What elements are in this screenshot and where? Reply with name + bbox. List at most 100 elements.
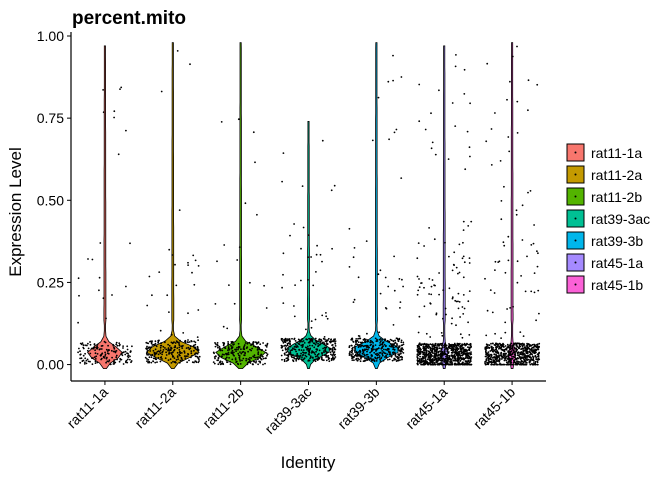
jitter-point: [162, 345, 165, 348]
jitter-point: [507, 363, 510, 366]
jitter-point: [469, 363, 472, 366]
jitter-point: [333, 351, 336, 353]
jitter-point: [443, 352, 446, 355]
jitter-point: [467, 360, 470, 363]
jitter-point: [378, 355, 381, 357]
jitter-point: [243, 354, 246, 356]
jitter-point: [446, 350, 449, 353]
jitter-point: [242, 348, 245, 350]
jitter-point: [399, 350, 402, 352]
jitter-point: [458, 271, 461, 274]
jitter-point: [225, 356, 228, 359]
jitter-point: [320, 339, 323, 342]
jitter-point: [362, 355, 365, 358]
jitter-point: [310, 338, 312, 341]
jitter-point: [458, 243, 461, 246]
jitter-point: [334, 340, 337, 342]
y-tick-label: 0.50: [37, 192, 64, 208]
jitter-point: [435, 355, 438, 357]
jitter-point: [484, 277, 486, 280]
jitter-point: [325, 312, 327, 314]
jitter-point: [447, 352, 450, 354]
violin-rat11-1a: [87, 45, 123, 369]
jitter-point: [298, 340, 301, 343]
jitter-point: [176, 351, 179, 354]
jitter-point: [434, 352, 436, 355]
jitter-point: [197, 339, 200, 342]
jitter-point: [401, 344, 404, 347]
jitter-point: [171, 353, 173, 355]
jitter-point: [445, 313, 447, 316]
jitter-point: [324, 344, 327, 347]
jitter-point: [78, 347, 80, 350]
jitter-point: [223, 244, 226, 246]
jitter-point: [106, 352, 109, 355]
jitter-point: [452, 347, 455, 349]
jitter-point: [383, 348, 385, 351]
jitter-point: [381, 353, 384, 355]
jitter-point: [453, 345, 456, 348]
jitter-point: [392, 348, 394, 351]
jitter-point: [488, 354, 491, 357]
jitter-point: [489, 361, 491, 363]
jitter-point: [281, 358, 283, 361]
jitter-point: [499, 362, 501, 365]
jitter-point: [301, 340, 303, 343]
jitter-point: [502, 343, 505, 346]
jitter-point: [500, 358, 503, 360]
jitter-point: [423, 353, 426, 355]
jitter-point: [416, 257, 419, 260]
jitter-point: [437, 359, 440, 361]
jitter-point: [240, 352, 243, 355]
jitter-point: [436, 347, 438, 350]
jitter-point: [113, 346, 115, 349]
jitter-point: [298, 343, 301, 346]
jitter-points-layer: [77, 45, 541, 366]
jitter-point: [532, 358, 535, 361]
jitter-point: [492, 359, 495, 362]
jitter-point: [434, 350, 437, 353]
jitter-point: [159, 349, 162, 352]
jitter-point: [172, 351, 174, 354]
jitter-point: [484, 348, 487, 350]
jitter-point: [251, 347, 254, 350]
jitter-point: [502, 241, 505, 244]
jitter-point: [94, 360, 97, 363]
jitter-point: [505, 348, 508, 351]
jitter-point: [248, 341, 251, 344]
jitter-point: [245, 357, 248, 360]
jitter-point: [333, 340, 335, 343]
jitter-point: [256, 356, 259, 359]
jitter-point: [315, 341, 318, 344]
jitter-point: [394, 339, 396, 342]
jitter-point: [507, 351, 510, 354]
jitter-point: [420, 348, 422, 351]
jitter-point: [187, 339, 189, 341]
jitter-point: [225, 359, 228, 362]
jitter-point: [105, 357, 108, 359]
jitter-point: [387, 80, 390, 83]
jitter-point: [124, 353, 127, 356]
jitter-point: [224, 357, 227, 360]
jitter-point: [244, 351, 246, 354]
jitter-point: [486, 361, 488, 364]
jitter-point: [156, 350, 159, 353]
jitter-point: [532, 357, 535, 359]
jitter-point: [167, 347, 170, 349]
jitter-point: [423, 286, 425, 289]
jitter-point: [147, 361, 150, 363]
jitter-point: [379, 292, 382, 295]
jitter-point: [122, 345, 124, 347]
jitter-point: [382, 359, 385, 362]
jitter-point: [536, 265, 539, 268]
jitter-point: [84, 361, 86, 364]
jitter-point: [306, 348, 308, 351]
jitter-point: [441, 350, 444, 353]
jitter-point: [435, 351, 438, 354]
jitter-point: [383, 343, 386, 346]
jitter-point: [183, 352, 186, 354]
jitter-point: [358, 344, 361, 346]
jitter-point: [356, 343, 358, 345]
jitter-point: [445, 344, 448, 347]
jitter-point: [442, 317, 444, 320]
